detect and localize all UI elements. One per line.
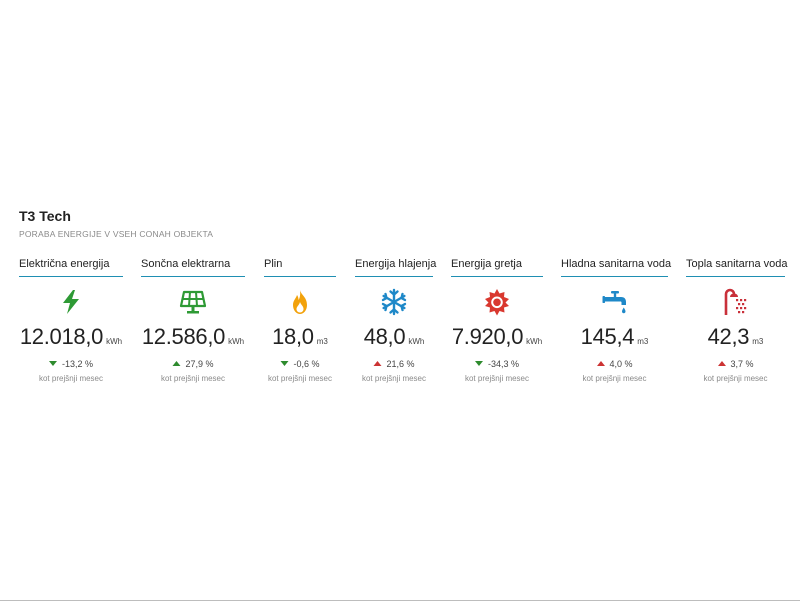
trend-down-icon — [280, 361, 289, 367]
card-divider — [264, 276, 336, 277]
solar-panel-icon — [179, 288, 207, 316]
compare-label: kot prejšnji mesec — [464, 374, 530, 383]
page-bottom-border — [0, 600, 800, 601]
metric-value: 12.018,0 — [19, 324, 104, 349]
compare-label: kot prejšnji mesec — [582, 374, 647, 383]
card-title: Električna energija — [19, 258, 110, 270]
card-title: Energija hlajenja — [355, 258, 437, 270]
metric-value: 12.586,0 — [141, 324, 226, 349]
trend-down-icon — [48, 361, 57, 367]
card-divider — [19, 276, 123, 277]
card-cooling-energy[interactable]: Energija hlajenja 48,0 kWh 21,6 % kot pre… — [355, 258, 437, 383]
trend-up-icon — [596, 361, 605, 367]
faucet-icon — [601, 288, 629, 316]
compare-label: kot prejšnji mesec — [38, 374, 104, 383]
card-title: Topla sanitarna voda — [686, 258, 788, 270]
compare-label: kot prejšnji mesec — [267, 374, 333, 383]
metric-value: 145,4 — [580, 324, 635, 349]
trend-up-icon — [373, 361, 382, 367]
metric-unit: kWh — [106, 337, 123, 346]
page-title: T3 Tech — [19, 208, 71, 224]
card-cold-water[interactable]: Hladna sanitarna voda 145,4 m3 4,0 % kot … — [561, 258, 672, 383]
compare-label: kot prejšnji mesec — [160, 374, 226, 383]
card-divider — [141, 276, 245, 277]
metric-change: 27,9 % — [185, 359, 214, 369]
card-divider — [355, 276, 433, 277]
sun-icon — [483, 288, 511, 316]
lightning-icon — [57, 288, 85, 316]
trend-up-icon — [717, 361, 726, 367]
card-hot-water[interactable]: Topla sanitarna voda 42,3 m3 3,7 % kot pr… — [686, 258, 788, 383]
card-electricity[interactable]: Električna energija 12.018,0 kWh -13,2 % … — [19, 258, 123, 383]
compare-label: kot prejšnji mesec — [703, 374, 768, 383]
metric-change: -13,2 % — [61, 359, 94, 369]
card-divider — [686, 276, 785, 277]
trend-up-icon — [172, 361, 181, 367]
metric-unit: m3 — [637, 337, 649, 346]
metric-unit: m3 — [752, 337, 764, 346]
compare-label: kot prejšnji mesec — [361, 374, 427, 383]
metric-unit: kWh — [408, 337, 425, 346]
trend-down-icon — [474, 361, 483, 367]
metric-change: 21,6 % — [386, 359, 415, 369]
metric-change: -0,6 % — [293, 359, 320, 369]
metric-change: 4,0 % — [609, 359, 633, 369]
card-solar-plant[interactable]: Sončna elektrarna 12.586,0 kWh 27,9 % kot… — [141, 258, 245, 383]
card-divider — [451, 276, 543, 277]
card-heating-energy[interactable]: Energija gretja 7.920,0 kWh -34,3 % kot p… — [451, 258, 543, 383]
metric-unit: m3 — [316, 337, 328, 346]
card-title: Sončna elektrarna — [141, 258, 231, 270]
metric-value: 48,0 — [363, 324, 406, 349]
shower-icon — [722, 288, 750, 316]
metric-value: 42,3 — [707, 324, 750, 349]
page-subtitle: PORABA ENERGIJE V VSEH CONAH OBJEKTA — [19, 229, 214, 239]
card-divider — [561, 276, 668, 277]
card-title: Hladna sanitarna voda — [561, 258, 672, 270]
metric-value: 18,0 — [272, 324, 314, 349]
metric-unit: kWh — [526, 337, 543, 346]
snowflake-icon — [380, 288, 408, 316]
metric-change: -34,3 % — [487, 359, 520, 369]
flame-icon — [286, 288, 314, 316]
card-title: Energija gretja — [451, 258, 522, 270]
metric-change: 3,7 % — [730, 359, 754, 369]
card-title: Plin — [264, 258, 283, 270]
metric-value: 7.920,0 — [451, 324, 524, 349]
metric-unit: kWh — [228, 337, 245, 346]
dashboard-header: T3 Tech PORABA ENERGIJE V VSEH CONAH OBJ… — [19, 208, 213, 239]
card-gas[interactable]: Plin 18,0 m3 -0,6 % kot prejšnji mesec — [264, 258, 336, 383]
